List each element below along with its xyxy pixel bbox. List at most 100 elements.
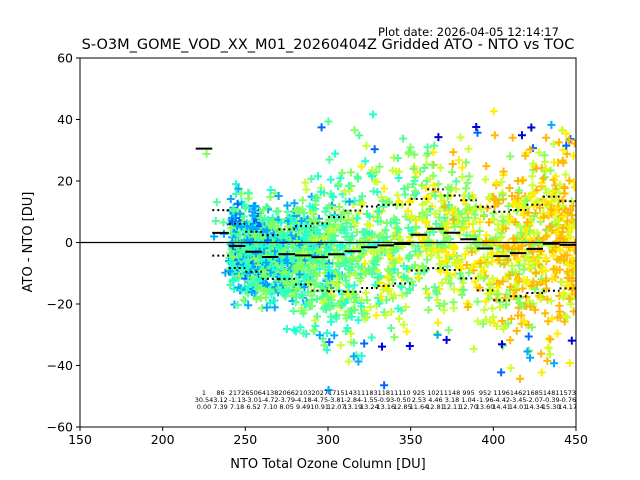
scatter-point [344,265,353,274]
scatter-point [506,336,515,345]
scatter-point [549,139,558,148]
scatter-point [474,272,483,281]
scatter-point [529,202,538,211]
scatter-point [360,339,369,348]
scatter-point [400,184,409,193]
scatter-point [375,245,384,254]
scatter-point [481,236,490,245]
scatter-point [361,288,370,297]
scatter-point [532,258,541,267]
scatter-point [523,218,532,227]
scatter-point [382,248,391,257]
scatter-point [436,267,445,276]
scatter-point [353,172,362,181]
scatter-point [228,233,237,242]
scatter-point [449,215,458,224]
scatter-point [426,205,435,214]
scatter-point [241,204,250,213]
scatter-point [354,357,363,366]
scatter-point [443,223,452,232]
scatter-point [485,193,494,202]
scatter-point [387,239,396,248]
scatter-point [501,300,510,309]
scatter-point [568,254,576,263]
bin-label-means: 1.04 [461,396,475,404]
scatter-point [370,248,379,257]
scatter-point [334,180,343,189]
scatter-point [377,193,386,202]
scatter-point [424,305,433,314]
scatter-point [307,291,316,300]
bin-label-stds: 14.41 [492,403,511,411]
scatter-point [427,250,436,259]
scatter-point [247,236,256,245]
scatter-point [399,134,408,143]
scatter-point [393,224,402,233]
bin-label-means: -0.50 [394,396,411,404]
scatter-point [524,208,533,217]
scatter-point [542,232,551,241]
scatter-point [506,152,515,161]
y-tick-label: 20 [57,174,73,189]
scatter-point [211,216,220,225]
scatter-point [465,172,474,181]
scatter-point [504,202,513,211]
scatter-point [235,271,244,280]
scatter-point [541,184,550,193]
scatter-point [292,237,301,246]
scatter-point [542,165,551,174]
scatter-point [249,273,258,282]
scatter-point [378,197,387,206]
scatter-point [229,262,238,271]
scatter-point [291,327,300,336]
scatter-point [362,210,371,219]
scatter-point [342,289,351,298]
scatter-point [539,174,548,183]
scatter-point [309,218,318,227]
y-axis-ticks: 60 40 20 0 −20 −40 −60 [47,51,80,435]
scatter-point [464,144,473,153]
scatter-point [443,233,452,242]
bin-label-means: -4.72 [262,396,279,404]
bin-label-means: -4.42 [493,396,510,404]
scatter-point [404,148,413,157]
scatter-point [259,286,268,295]
scatter-point [440,214,449,223]
scatter-point [411,247,420,256]
scatter-point [393,154,402,163]
x-tick-label: 450 [564,432,588,447]
bin-labels: 130.540.00863.127.392172-1.137.186506-3.… [195,389,577,411]
bin-label-stds: 14.34 [525,403,544,411]
scatter-point [546,350,555,359]
scatter-point [414,251,423,260]
scatter-point [372,311,381,320]
scatter-point [323,329,332,338]
scatter-point [464,268,473,277]
scatter-point [250,254,259,263]
scatter-point [376,272,385,281]
scatter-point [316,282,325,291]
bin-label-counts: 1181 [378,389,395,397]
scatter-point [299,329,308,338]
scatter-point [435,302,444,311]
scatter-point [469,344,478,353]
scatter-point [417,181,426,190]
scatter-point [512,206,521,215]
scatter-point [407,212,416,221]
scatter-point [542,133,551,142]
scatter-point [247,288,256,297]
scatter-point [517,311,526,320]
scatter-point [477,205,486,214]
scatter-point [368,166,377,175]
scatter-point [488,304,497,313]
scatter-point [329,291,338,300]
scatter-point [308,244,317,253]
scatter-point [540,151,549,160]
scatter-point [521,151,530,160]
scatter-point [499,167,508,176]
scatter-point [467,248,476,257]
scatter-point [381,226,390,235]
bin-label-counts: 1715 [328,389,345,397]
scatter-point [479,319,488,328]
